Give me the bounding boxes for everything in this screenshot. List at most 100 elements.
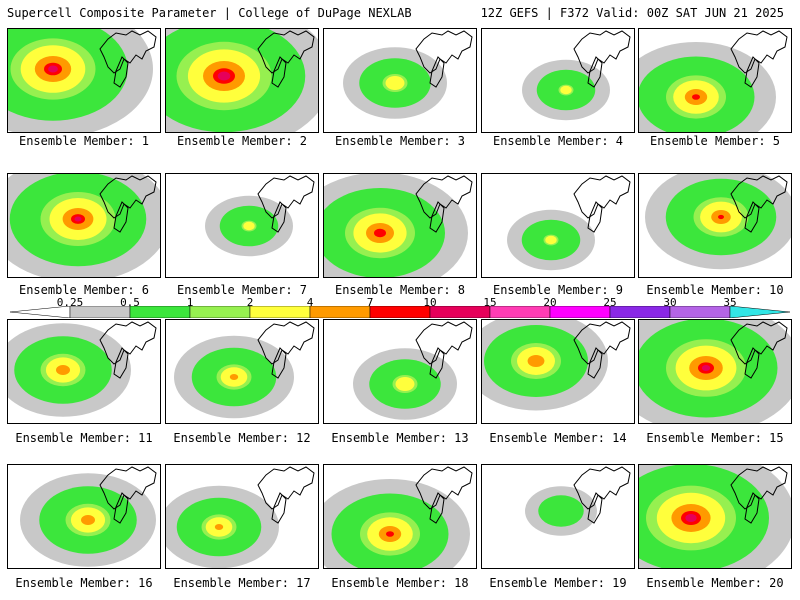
- member-label: Ensemble Member: 5: [649, 134, 781, 148]
- lake-outline: [744, 56, 760, 88]
- coastline: [415, 175, 473, 219]
- member-label: Ensemble Member: 19: [489, 576, 627, 590]
- coastline: [573, 466, 631, 510]
- map-panel: [165, 28, 319, 133]
- coastline: [257, 175, 315, 219]
- map-panel: [638, 464, 792, 569]
- member-label: Ensemble Member: 16: [15, 576, 153, 590]
- member-label: Ensemble Member: 18: [331, 576, 469, 590]
- coastline: [99, 321, 157, 365]
- colorbar-tick-label: 4: [306, 296, 314, 309]
- lake-outline: [271, 492, 287, 524]
- member-label: Ensemble Member: 10: [646, 283, 784, 297]
- coastline: [415, 466, 473, 510]
- colorbar-tick-label: 10: [423, 296, 437, 309]
- coastline: [573, 30, 631, 74]
- map-panel: [323, 464, 477, 569]
- lake-outline: [429, 201, 445, 233]
- coastline: [99, 30, 157, 74]
- member-label: Ensemble Member: 3: [334, 134, 466, 148]
- lake-outline: [429, 56, 445, 88]
- scp-contour: [74, 216, 82, 222]
- lake-outline: [587, 201, 603, 233]
- scp-contour: [692, 94, 700, 100]
- map-panel: [165, 173, 319, 278]
- scp-contour: [560, 85, 572, 95]
- map-panel: [323, 319, 477, 424]
- member-label: Ensemble Member: 8: [334, 283, 466, 297]
- map-panel: [7, 319, 161, 424]
- colorbar-tick-label: 20: [543, 296, 557, 309]
- map-panel: [638, 173, 792, 278]
- scp-contour: [56, 365, 70, 375]
- lake-outline: [113, 201, 129, 233]
- scp-contour: [229, 374, 239, 380]
- lake-outline: [744, 492, 760, 524]
- coastline: [257, 30, 315, 74]
- scp-contour: [243, 221, 255, 231]
- coastline: [573, 175, 631, 219]
- scp-contour: [81, 515, 95, 525]
- scp-contour: [538, 495, 584, 527]
- coastline: [99, 175, 157, 219]
- map-panel: [481, 319, 635, 424]
- scp-contour: [701, 365, 711, 371]
- coastline: [730, 30, 788, 74]
- coastline: [730, 466, 788, 510]
- colorbar-segment: [369, 306, 431, 318]
- member-label: Ensemble Member: 1: [18, 134, 150, 148]
- coastline: [730, 175, 788, 219]
- colorbar-segment: [429, 306, 491, 318]
- colorbar-tick-label: 35: [723, 296, 737, 309]
- member-label: Ensemble Member: 20: [646, 576, 784, 590]
- colorbar-tick-label: 0.5: [120, 296, 140, 309]
- lake-outline: [429, 347, 445, 379]
- scp-contour: [718, 214, 724, 220]
- colorbar-segment: [249, 306, 311, 318]
- map-panel: [481, 464, 635, 569]
- scp-contour: [214, 524, 224, 530]
- colorbar-segment: [729, 306, 790, 318]
- lake-outline: [271, 201, 287, 233]
- lake-outline: [429, 492, 445, 524]
- colorbar-tick-label: 0.25: [56, 296, 84, 309]
- lake-outline: [271, 56, 287, 88]
- lake-outline: [587, 347, 603, 379]
- chart-title: Supercell Composite Parameter | College …: [7, 6, 412, 20]
- scp-contour: [385, 76, 405, 90]
- colorbar-tick-label: 1: [186, 296, 194, 309]
- coastline: [257, 466, 315, 510]
- scp-contour: [374, 228, 386, 238]
- coastline: [415, 321, 473, 365]
- member-label: Ensemble Member: 11: [15, 431, 153, 445]
- scp-contour: [395, 377, 415, 391]
- map-panel: [165, 464, 319, 569]
- map-panel: [7, 173, 161, 278]
- colorbar-segment: [609, 306, 671, 318]
- map-panel: [7, 464, 161, 569]
- member-label: Ensemble Member: 9: [492, 283, 624, 297]
- map-panel: [638, 319, 792, 424]
- colorbar-segment: [549, 306, 611, 318]
- coastline: [573, 321, 631, 365]
- member-label: Ensemble Member: 2: [176, 134, 308, 148]
- map-panel: [165, 319, 319, 424]
- lake-outline: [271, 347, 287, 379]
- lake-outline: [587, 56, 603, 88]
- member-label: Ensemble Member: 17: [173, 576, 311, 590]
- coastline: [257, 321, 315, 365]
- colorbar-tick-label: 15: [483, 296, 497, 309]
- colorbar-segment: [189, 306, 251, 318]
- colorbar-tick-label: 25: [603, 296, 617, 309]
- colorbar-segment: [669, 306, 731, 318]
- member-label: Ensemble Member: 4: [492, 134, 624, 148]
- coastline: [730, 321, 788, 365]
- scp-contour: [685, 514, 697, 522]
- colorbar: [10, 306, 790, 318]
- scp-contour: [217, 71, 231, 81]
- coastline: [99, 466, 157, 510]
- map-panel: [481, 28, 635, 133]
- map-panel: [481, 173, 635, 278]
- map-panel: [638, 28, 792, 133]
- member-label: Ensemble Member: 12: [173, 431, 311, 445]
